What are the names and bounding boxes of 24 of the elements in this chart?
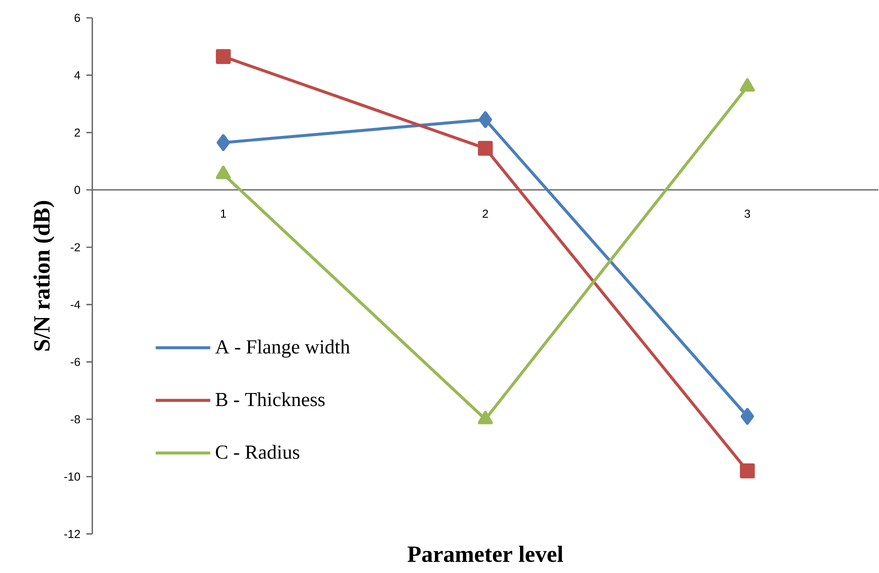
x-tick-label: 2 xyxy=(482,210,488,218)
y-tick-label: 6 xyxy=(74,14,80,22)
point xyxy=(216,134,230,152)
y-tick-label: -2 xyxy=(70,243,80,252)
x-axis-title: Parameter level xyxy=(408,546,564,562)
y-tick-label: -6 xyxy=(70,358,80,366)
y-tick-label: 0 xyxy=(74,186,80,194)
legend-label: C - Radius xyxy=(216,445,300,460)
legend-label: B - Thickness xyxy=(216,392,325,406)
y-tick-label: 2 xyxy=(74,128,80,137)
point xyxy=(478,111,492,128)
y-tick-label: 4 xyxy=(74,71,80,80)
point xyxy=(216,49,231,64)
point xyxy=(478,141,493,156)
point xyxy=(740,464,755,478)
y-tick-label: -12 xyxy=(64,530,80,538)
y-tick-label: -8 xyxy=(70,415,80,424)
y-axis-title: S/N ration (dB) xyxy=(33,201,54,351)
x-tick-label: 1 xyxy=(220,210,226,218)
y-tick-label: -4 xyxy=(70,300,80,309)
x-tick-label: 3 xyxy=(744,210,750,218)
legend-label: A - Flange width xyxy=(215,340,350,358)
y-tick-label: -10 xyxy=(64,472,80,481)
point xyxy=(740,408,754,426)
